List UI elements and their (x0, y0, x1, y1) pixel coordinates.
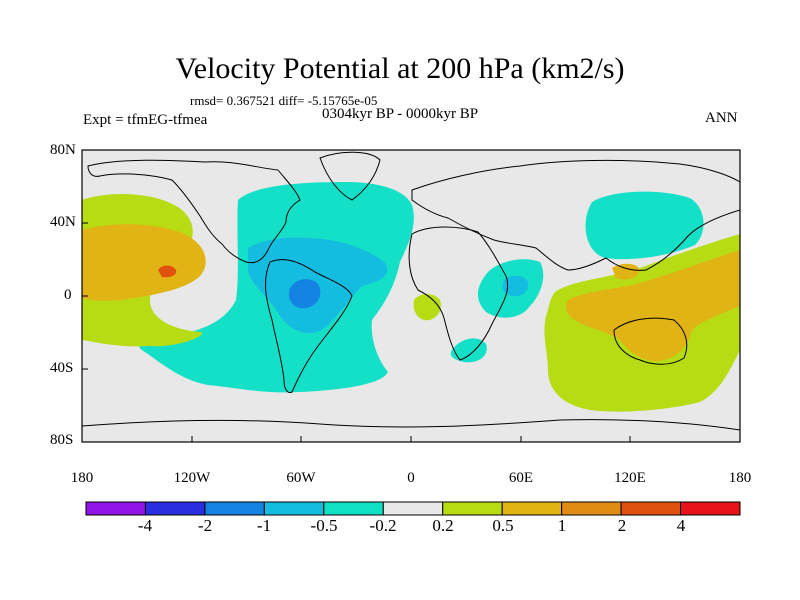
coast-north-america (87, 159, 301, 264)
x-tick-180w: 180 (70, 470, 94, 486)
x-tick-180e: 180 (728, 470, 752, 486)
colorbar-swatch (382, 501, 444, 516)
y-tick-80n: 80N (50, 142, 76, 158)
colorbar-label: -4 (137, 516, 153, 535)
colorbar-swatch (263, 501, 325, 516)
x-tick-0: 0 (407, 470, 415, 486)
x-tick-60e: 60E (508, 470, 534, 486)
contour-fills (82, 182, 740, 412)
contour-neg-madagascar (450, 338, 487, 363)
contour-neg-asia (585, 191, 704, 260)
colorbar-label: 0.5 (492, 516, 514, 535)
contour-neg2-africa (502, 275, 529, 297)
colorbar-swatch (680, 501, 741, 516)
season-label: ANN (705, 110, 738, 126)
colorbar-label: 0.2 (432, 516, 454, 535)
colorbar-label: 1 (557, 516, 567, 535)
y-tick-0: 0 (64, 287, 72, 303)
colorbar-swatch (620, 501, 682, 516)
y-tick-40s: 40S (50, 360, 74, 376)
colorbar (85, 501, 741, 516)
colorbar-label: -0.2 (369, 516, 397, 535)
x-tick-120e: 120E (614, 470, 646, 486)
colorbar-label: -2 (197, 516, 213, 535)
colorbar-label: 2 (617, 516, 627, 535)
colorbar-label: -1 (256, 516, 272, 535)
axis-ticks (81, 149, 741, 443)
contour-neg3-amazon (288, 279, 321, 309)
x-tick-60w: 60W (286, 470, 316, 486)
coast-australia (613, 317, 688, 365)
colorbar-swatch (501, 501, 563, 516)
coast-south-america (265, 259, 353, 393)
contour-pos2-sahel (612, 263, 640, 280)
y-tick-40n: 40N (50, 214, 76, 230)
coast-africa (408, 226, 508, 361)
period-label: 0304kyr BP - 0000kyr BP (322, 106, 479, 122)
contour-pos3-east-pacific (158, 265, 177, 278)
colorbar-swatch (442, 501, 503, 516)
coast-eurasia (411, 159, 740, 271)
plot-title: Velocity Potential at 200 hPa (km2/s) (175, 52, 625, 85)
colorbar-swatch (323, 501, 384, 516)
contour-pos2-east-pacific (82, 224, 206, 301)
colorbar-swatch (85, 501, 146, 516)
colorbar-swatch (561, 501, 622, 516)
coast-greenland (319, 151, 381, 201)
experiment-label: Expt = tfmEG-tfmea (83, 112, 208, 128)
colorbar-label: -0.5 (310, 516, 338, 535)
contour-pos2-west-pacific (565, 250, 740, 362)
colorbar-swatch (204, 501, 265, 516)
colorbar-label: 4 (676, 516, 686, 535)
y-tick-80s: 80S (50, 432, 74, 448)
colorbar-swatch (144, 501, 206, 516)
coastlines (82, 151, 740, 431)
x-tick-120w: 120W (173, 470, 211, 486)
coast-antarctica (82, 419, 740, 431)
stats-line: rmsd= 0.367521 diff= -5.15765e-05 (190, 93, 378, 108)
